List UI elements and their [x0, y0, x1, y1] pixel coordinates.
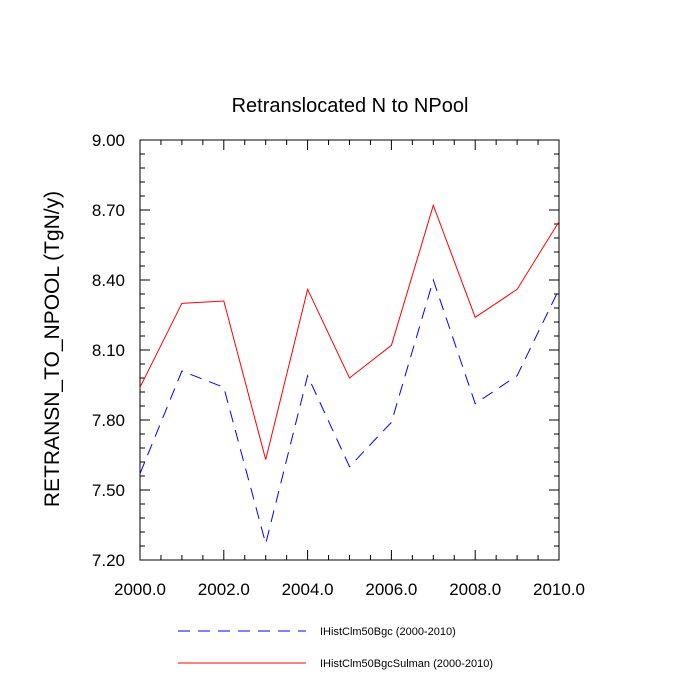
- legend-label-2: IHistClm50BgcSulman (2000-2010): [320, 658, 493, 670]
- legend: IHistClm50Bgc (2000-2010) IHistClm50BgcSu…: [178, 626, 493, 670]
- y-axis-label: RETRANSN_TO_NPOOL (TgN/y): [41, 191, 64, 507]
- y-tick-label: 8.40: [92, 271, 125, 290]
- series-layer: [139, 203, 560, 546]
- x-tick-label: 2008.0: [449, 580, 501, 599]
- series-line-1: [139, 278, 560, 546]
- x-tick-label: 2006.0: [365, 580, 417, 599]
- legend-label-1: IHistClm50Bgc (2000-2010): [320, 626, 456, 638]
- x-tick-label: 2002.0: [198, 580, 250, 599]
- y-tick-label: 7.80: [92, 411, 125, 430]
- tick-labels: 2000.0 2002.0 2004.0 2006.0 2008.0 2010.0 7.20…: [92, 131, 585, 599]
- y-tick-label: 8.70: [92, 201, 125, 220]
- y-tick-label: 7.50: [92, 481, 125, 500]
- series-line-2: [139, 203, 560, 460]
- y-tick-label: 9.00: [92, 131, 125, 150]
- plot-frame: [139, 139, 560, 561]
- y-tick-label: 7.20: [92, 551, 125, 570]
- chart-title: Retranslocated N to NPool: [232, 95, 469, 117]
- x-tick-label: 2004.0: [282, 580, 334, 599]
- x-tick-label: 2010.0: [533, 580, 585, 599]
- axis-ticks: [139, 139, 560, 561]
- y-tick-label: 8.10: [92, 341, 125, 360]
- x-tick-label: 2000.0: [114, 580, 166, 599]
